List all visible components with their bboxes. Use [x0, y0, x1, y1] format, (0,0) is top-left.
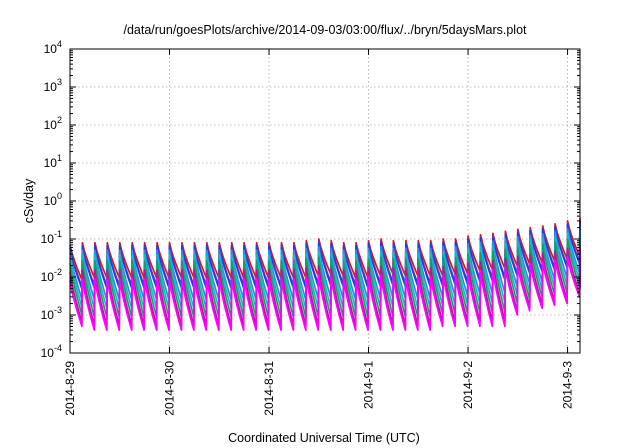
x-tick-label: 2014-9-3 — [561, 361, 575, 409]
y-tick-label: 10-2 — [41, 267, 62, 284]
tick-labels: 10-4 10-3 10-2 10-1 100 101 102 103 104 2014-8-29… — [41, 39, 575, 416]
y-tick-label: 100 — [44, 191, 62, 208]
x-tick-label: 2014-9-2 — [461, 361, 475, 409]
x-tick-label: 2014-8-31 — [262, 361, 276, 416]
y-axis-label: cSv/day — [22, 178, 36, 223]
y-tick-label: 10-1 — [41, 229, 62, 246]
chart-title: /data/run/goesPlots/archive/2014-09-03/0… — [123, 23, 527, 37]
x-tick-label: 2014-8-29 — [63, 361, 77, 416]
y-tick-label: 104 — [44, 39, 62, 56]
x-axis-label: Coordinated Universal Time (UTC) — [228, 431, 420, 445]
y-tick-label: 10-4 — [41, 343, 62, 360]
y-tick-label: 101 — [44, 153, 62, 170]
x-tick-label: 2014-8-30 — [163, 361, 177, 416]
x-tick-label: 2014-9-1 — [362, 361, 376, 409]
y-tick-label: 10-3 — [41, 305, 62, 322]
data-series — [69, 217, 581, 331]
series-line — [69, 253, 581, 331]
axis-ticks — [69, 48, 580, 354]
y-tick-label: 102 — [44, 115, 62, 132]
y-tick-label: 103 — [44, 77, 62, 94]
